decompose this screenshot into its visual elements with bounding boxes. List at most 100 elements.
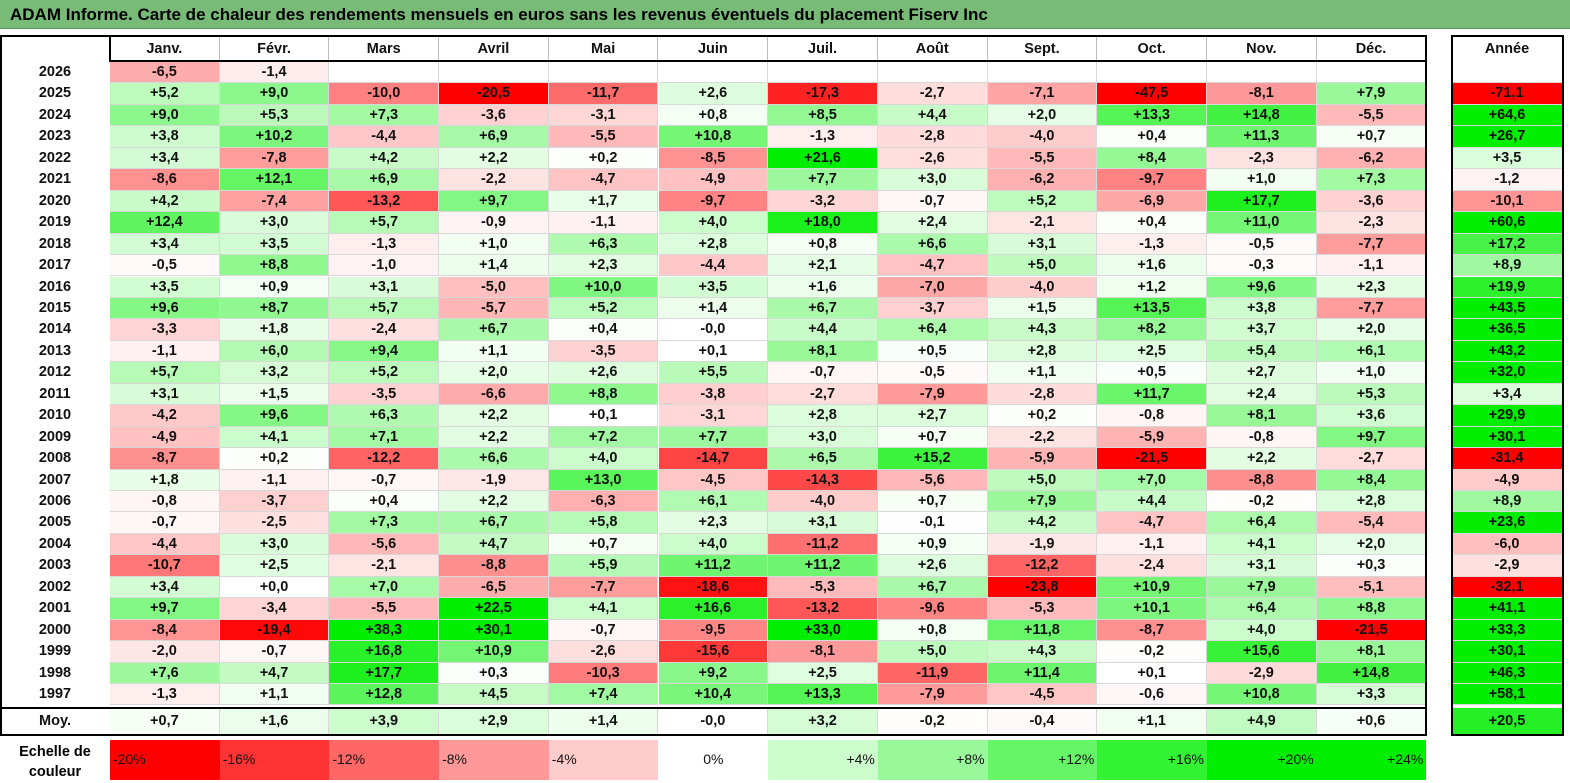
heatmap-cell: +1,6 (768, 276, 878, 298)
heatmap-cell: +0,4 (1097, 212, 1207, 234)
heatmap-cell: +0,8 (877, 619, 988, 642)
heatmap-cell: -11,9 (877, 662, 988, 685)
heatmap-cell: +10,1 (1097, 598, 1207, 620)
legend-swatch: -16% (219, 740, 330, 780)
heatmap-cell: +6,7 (439, 319, 549, 341)
heatmap-cell: +2,2 (439, 426, 549, 449)
heatmap-cell (439, 62, 549, 84)
heatmap-cell: +8,5 (768, 104, 878, 127)
heatmap-cell: -1,1 (548, 212, 659, 234)
heatmap-cell: +15,2 (877, 448, 988, 470)
heatmap-cell: +2,3 (548, 255, 659, 277)
year-total-cell: +30,1 (1452, 426, 1563, 449)
heatmap-cell: +2,7 (877, 405, 988, 427)
heatmap-cell: -10,0 (329, 83, 440, 105)
heatmap-cell: +4,0 (658, 212, 769, 234)
heatmap-cell: -1,3 (329, 233, 440, 256)
year-total-cell: +41,1 (1452, 598, 1563, 620)
year-total-cell: +8,9 (1452, 255, 1563, 277)
heatmap-cell: +11,2 (658, 555, 769, 577)
heatmap-cell: +1,6 (1097, 255, 1207, 277)
heatmap-cell: -5,5 (329, 598, 440, 620)
year-total-cell: +33,3 (1452, 619, 1563, 642)
legend-swatch: +24% (1316, 740, 1427, 780)
heatmap-cell: -2,6 (877, 147, 988, 170)
heatmap-cell: +2,5 (219, 555, 330, 577)
legend-swatch: -4% (548, 740, 659, 780)
heatmap-cell: +8,8 (1316, 598, 1427, 620)
heatmap-cell: +2,8 (768, 405, 878, 427)
heatmap-cell: +11,7 (1097, 383, 1207, 406)
heatmap-cell: -6,2 (1316, 147, 1427, 170)
heatmap-cell: +7,2 (548, 426, 659, 449)
heatmap-cell: -4,9 (658, 169, 769, 191)
heatmap-cell: -20,5 (439, 83, 549, 105)
heatmap-cell: -7,0 (877, 276, 988, 298)
heatmap-cell: +9,0 (219, 83, 330, 105)
heatmap-cell: -2,8 (987, 383, 1098, 406)
heatmap-cell: +9,4 (329, 340, 440, 363)
heatmap-cell: +9,7 (110, 598, 220, 620)
heatmap-cell: -6,5 (110, 62, 220, 84)
heatmap-cell: -5,7 (439, 297, 549, 320)
heatmap-cell: +5,2 (110, 83, 220, 105)
heatmap-cell: -0,5 (1207, 233, 1317, 256)
heatmap-cell: -13,2 (329, 190, 440, 213)
heatmap-cell: -5,3 (987, 598, 1098, 620)
heatmap-cell: +13,5 (1097, 297, 1207, 320)
year-total-cell: +43,5 (1452, 297, 1563, 320)
heatmap-cell: -0,2 (1207, 491, 1317, 513)
heatmap-cell: -4,0 (768, 491, 878, 513)
heatmap-cell: -7,9 (877, 684, 988, 706)
heatmap-cell: +6,0 (219, 340, 330, 363)
heatmap-cell: +17,7 (1207, 190, 1317, 213)
heatmap-cell: -0,7 (219, 641, 330, 663)
heatmap-cell: -3,4 (219, 598, 330, 620)
heatmap-cell: -8,4 (110, 619, 220, 642)
heatmap-cell: -0,7 (768, 362, 878, 384)
heatmap-cell: +6,1 (658, 491, 769, 513)
year-total-cell: -10,1 (1452, 190, 1563, 213)
heatmap-cell: -7,8 (219, 147, 330, 170)
legend-swatch: 0% (658, 740, 769, 780)
year-total-cell: -2,9 (1452, 555, 1563, 577)
heatmap-cell: +8,1 (768, 340, 878, 363)
heatmap-cell: +3,1 (329, 276, 440, 298)
year-total-cell: +17,2 (1452, 233, 1563, 256)
heatmap-cell: +3,5 (658, 276, 769, 298)
legend-swatch: +8% (877, 740, 988, 780)
year-total-cell: +43,2 (1452, 340, 1563, 363)
heatmap-cell: +4,3 (987, 641, 1098, 663)
heatmap-cell: -21,5 (1097, 448, 1207, 470)
heatmap-cell: -9,6 (877, 598, 988, 620)
average-cell: +4,9 (1207, 707, 1317, 735)
heatmap-cell: +3,6 (1316, 405, 1427, 427)
heatmap-cell: -8,7 (1097, 619, 1207, 642)
heatmap-cell: -6,9 (1097, 190, 1207, 213)
year-label: 2003 (38, 557, 72, 574)
year-label: 2015 (38, 299, 72, 316)
year-label: 2020 (38, 192, 72, 209)
heatmap-cell: -15,6 (658, 641, 769, 663)
heatmap-cell: +2,6 (548, 362, 659, 384)
heatmap-cell: +1,5 (219, 383, 330, 406)
heatmap-cell: +7,1 (329, 426, 440, 449)
average-year-cell: +20,5 (1452, 707, 1563, 735)
heatmap-cell: +10,8 (1207, 684, 1317, 706)
year-total-cell: -4,9 (1452, 469, 1563, 491)
heatmap-cell: +4,7 (439, 533, 549, 556)
heatmap-cell: -1,4 (219, 62, 330, 84)
heatmap-cell: +0,2 (548, 147, 659, 170)
heatmap-cell: -8,8 (1207, 469, 1317, 491)
heatmap-cell: -1,1 (1316, 255, 1427, 277)
heatmap-cell: -0,7 (329, 469, 440, 491)
heatmap-cell: -0,7 (110, 512, 220, 534)
heatmap-cell: -2,2 (987, 426, 1098, 449)
heatmap-cell: +0,4 (1097, 126, 1207, 148)
heatmap-cell: +33,0 (768, 619, 878, 642)
heatmap-cell: +3,4 (110, 147, 220, 170)
heatmap-cell: -0,2 (1097, 641, 1207, 663)
heatmap-cell: -2,4 (329, 319, 440, 341)
heatmap-cell: +17,7 (329, 662, 440, 685)
heatmap-cell: +2,7 (1207, 362, 1317, 384)
